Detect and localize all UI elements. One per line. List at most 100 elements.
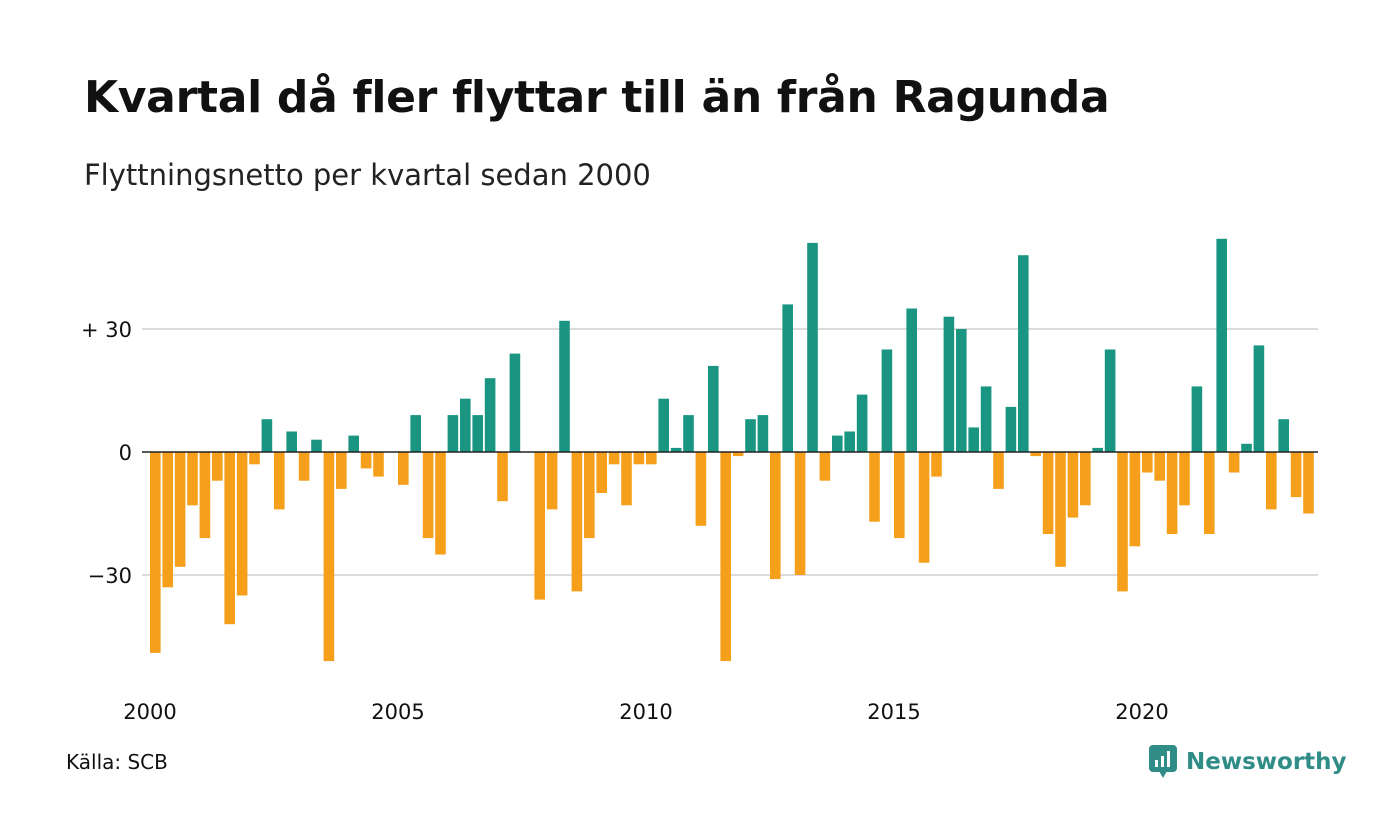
bar-negative <box>1129 452 1141 547</box>
bar-negative <box>1080 452 1091 506</box>
x-tick-label: 2000 <box>123 700 176 724</box>
bar-negative <box>1067 452 1079 518</box>
bar-negative <box>1166 452 1178 534</box>
y-tick-label: + 30 <box>81 318 132 342</box>
bar-positive <box>856 394 868 452</box>
bar-negative <box>187 452 198 506</box>
bar-negative <box>596 452 607 493</box>
bar-positive <box>261 419 273 452</box>
x-tick-label: 2005 <box>371 700 424 724</box>
bar-negative <box>1303 452 1314 514</box>
bar-negative <box>162 452 173 588</box>
chart-subtitle: Flyttningsnetto per kvartal sedan 2000 <box>84 158 651 192</box>
chart-title: Kvartal då fler flyttar till än från Rag… <box>84 72 1110 123</box>
bar-positive <box>658 398 669 452</box>
bar-positive <box>484 378 496 452</box>
bar-negative <box>695 452 707 526</box>
bar-negative <box>1142 452 1153 473</box>
bar-positive <box>472 415 483 452</box>
bar-positive <box>757 415 769 452</box>
x-tick-label: 2015 <box>867 700 920 724</box>
bar-positive <box>447 415 459 452</box>
bar-negative <box>1228 452 1240 473</box>
bar-negative <box>497 452 508 502</box>
bar-negative <box>212 452 223 481</box>
bar-positive <box>943 316 955 452</box>
y-tick-label: 0 <box>119 441 132 465</box>
bar-positive <box>1241 443 1252 452</box>
brand-name: Newsworthy <box>1186 749 1347 775</box>
bar-negative <box>224 452 235 625</box>
bar-positive <box>1005 406 1017 452</box>
bar-negative <box>1042 452 1054 534</box>
source-note: Källa: SCB <box>66 750 168 774</box>
bar-positive <box>844 431 855 452</box>
bar-positive <box>460 398 471 452</box>
bar-negative <box>336 452 347 489</box>
bar-negative <box>1204 452 1215 534</box>
bar-positive <box>509 353 521 452</box>
bar-negative <box>546 452 558 510</box>
bar-negative <box>1117 452 1128 592</box>
bar-negative <box>323 452 335 662</box>
bar-positive <box>410 415 421 452</box>
bar-positive <box>708 365 719 452</box>
bar-negative <box>174 452 186 567</box>
bar-negative <box>1055 452 1066 567</box>
brand-logo[interactable]: Newsworthy <box>1148 742 1347 782</box>
bar-negative <box>534 452 545 600</box>
bar-positive <box>1278 419 1289 452</box>
bar-negative <box>869 452 880 522</box>
bar-positive <box>782 304 793 452</box>
bar-positive <box>670 447 682 452</box>
bar-negative <box>621 452 632 506</box>
bar-negative <box>398 452 409 485</box>
bar-positive <box>1216 238 1227 452</box>
bar-negative <box>1179 452 1190 506</box>
bar-positive <box>1104 349 1116 452</box>
bar-negative <box>819 452 831 481</box>
bar-positive <box>559 320 570 452</box>
bar-negative <box>794 452 806 575</box>
bar-negative <box>931 452 942 477</box>
bar-positive <box>348 435 359 452</box>
bar-positive <box>980 386 992 452</box>
bar-positive <box>807 242 818 452</box>
bar-negative <box>150 452 161 653</box>
bar-negative <box>571 452 583 592</box>
bar-negative <box>360 452 372 469</box>
bars <box>150 238 1314 662</box>
bar-positive <box>311 439 322 452</box>
bar-negative <box>249 452 260 465</box>
bar-positive <box>906 308 917 452</box>
x-tick-label: 2010 <box>619 700 672 724</box>
bar-negative <box>770 452 781 580</box>
chart-bubble-icon <box>1149 745 1177 778</box>
bar-negative <box>1290 452 1302 498</box>
bar-negative <box>422 452 434 539</box>
bar-negative <box>732 452 744 457</box>
x-tick-label: 2020 <box>1115 700 1168 724</box>
bar-positive <box>745 419 756 452</box>
bar-positive <box>1253 345 1265 452</box>
bar-positive <box>832 435 843 452</box>
bar-positive <box>683 415 694 452</box>
bar-negative <box>1154 452 1165 481</box>
bar-negative <box>918 452 930 563</box>
bar-negative <box>720 452 731 662</box>
bar-negative <box>1030 452 1041 457</box>
bar-negative <box>435 452 446 555</box>
bar-negative <box>274 452 285 510</box>
bar-positive <box>968 427 979 452</box>
bar-negative <box>646 452 657 465</box>
bar-positive <box>1191 386 1203 452</box>
bar-positive <box>1092 447 1103 452</box>
bar-positive <box>286 431 297 452</box>
bar-negative <box>584 452 595 539</box>
bar-negative <box>894 452 905 539</box>
bar-positive <box>1018 255 1029 452</box>
bar-positive <box>881 349 893 452</box>
axes: + 30 0 −30 2000 2005 2010 2015 2020 <box>81 318 1318 724</box>
bar-negative <box>1266 452 1277 510</box>
